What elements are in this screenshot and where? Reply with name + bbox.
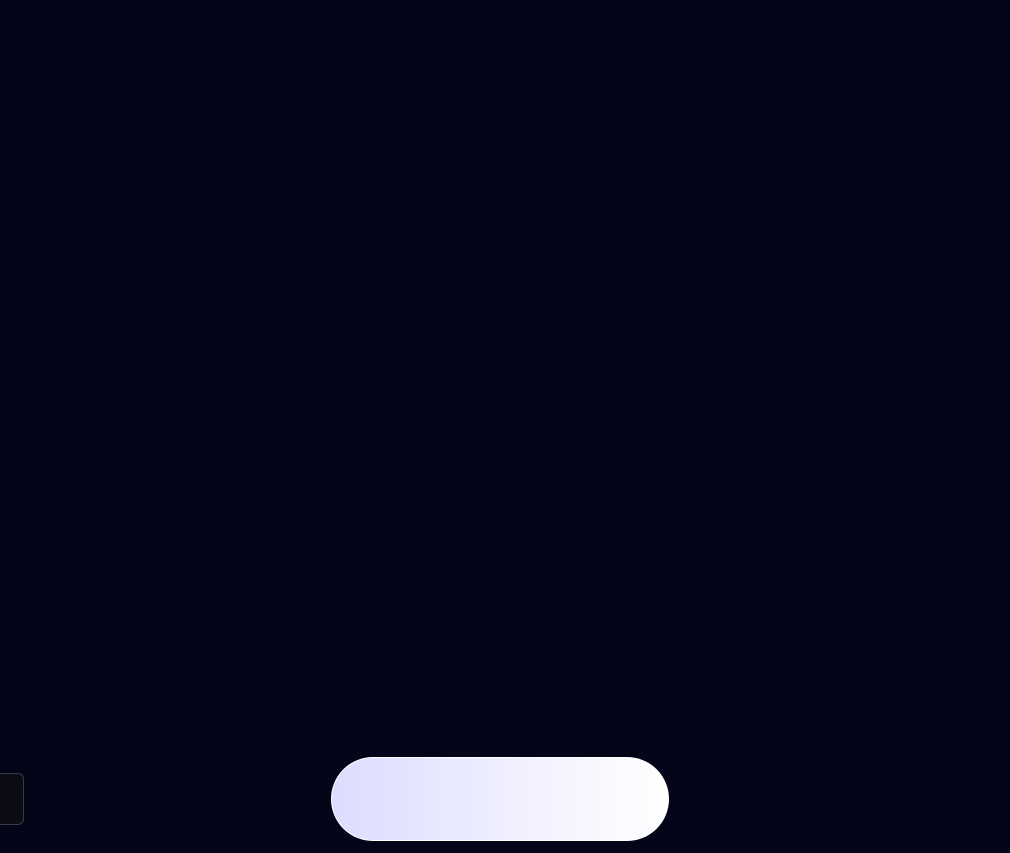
read-more-button[interactable] <box>331 757 669 841</box>
panel-toggle-button[interactable] <box>0 773 24 825</box>
